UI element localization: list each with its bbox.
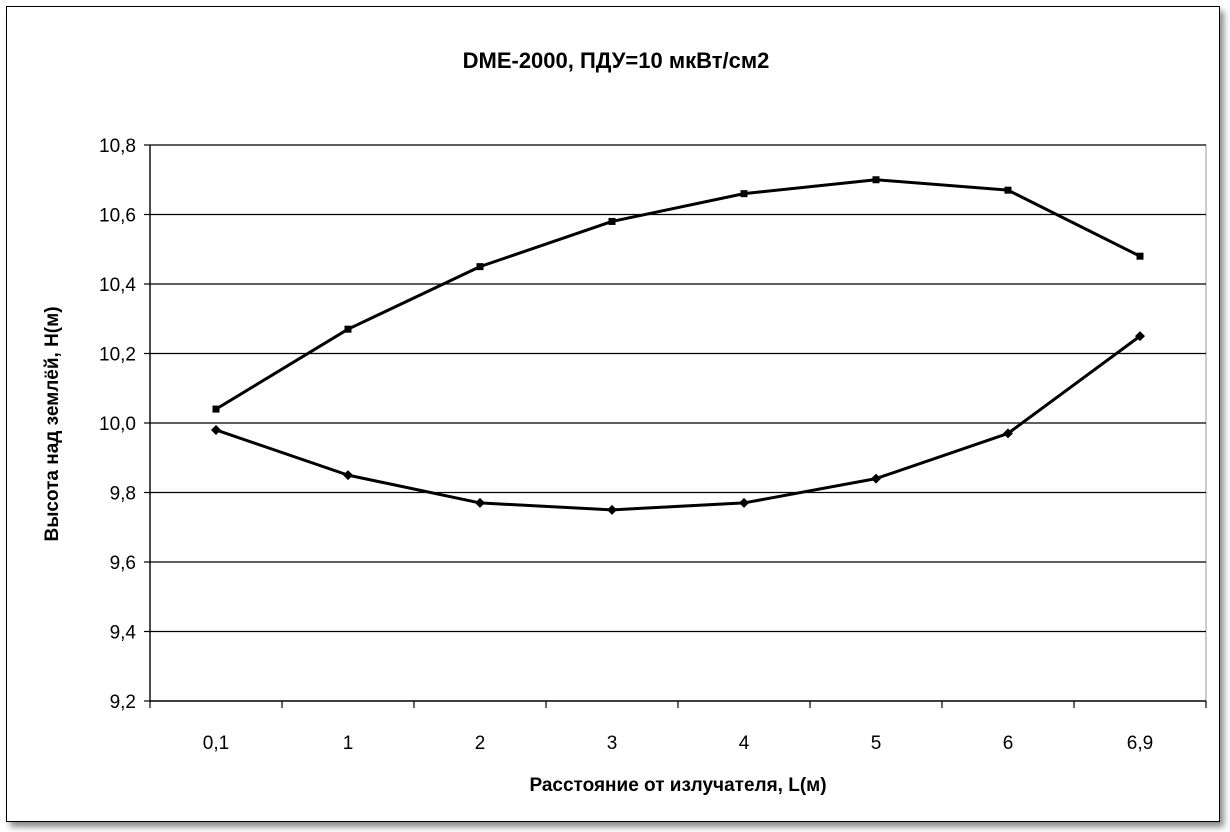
x-tick-label: 0,1	[203, 733, 229, 754]
data-point	[607, 504, 617, 515]
axes: 9,2 9,4 9,6 9,8 10,0 10,2 10,4 10,6 10,8 0,1 1 2 3 4 5…	[99, 136, 1207, 754]
y-tick-label: 9,8	[110, 484, 136, 505]
y-tick-label: 9,6	[110, 553, 136, 574]
y-tick-label: 10,4	[99, 275, 136, 296]
chart-frame	[6, 6, 1220, 822]
data-point	[212, 405, 220, 413]
data-point	[872, 176, 880, 184]
y-tick-label: 9,2	[110, 692, 136, 713]
x-tick-label: 4	[739, 733, 750, 754]
chart-title: DME-2000, ПДУ=10 мкВт/см2	[463, 48, 770, 73]
x-tick-label: 2	[475, 733, 486, 754]
data-point	[344, 325, 352, 333]
data-point	[1136, 252, 1144, 260]
x-tick-label: 6	[1003, 733, 1014, 754]
series-1	[212, 176, 1144, 413]
data-point	[740, 190, 748, 198]
series-line	[215, 334, 1141, 512]
y-tick-label: 10,6	[99, 206, 136, 227]
y-tick-label: 10,2	[99, 345, 136, 366]
data-point	[871, 473, 881, 484]
series-line	[215, 178, 1141, 411]
x-tick-label: 5	[871, 733, 882, 754]
x-tick-label: 6,9	[1127, 733, 1153, 754]
x-axis-title: Расстояние от излучателя, L(м)	[529, 775, 826, 796]
data-point	[343, 470, 353, 481]
y-tick-label: 10,8	[99, 136, 136, 157]
data-point	[1004, 186, 1012, 194]
gridlines	[149, 144, 1207, 702]
x-tick-label: 3	[607, 733, 618, 754]
data-point	[1003, 428, 1013, 439]
data-point	[739, 497, 749, 508]
y-tick-label: 9,4	[110, 623, 137, 644]
data-point	[476, 263, 484, 271]
data-point	[608, 217, 616, 225]
series-2	[211, 331, 1145, 515]
data-point	[211, 424, 221, 435]
x-tick-label: 1	[343, 733, 354, 754]
y-tick-label: 10,0	[99, 414, 136, 435]
series-group	[211, 176, 1145, 515]
y-axis-title: Высота над землёй, H(м)	[42, 306, 63, 541]
data-point	[1135, 331, 1145, 342]
data-point	[475, 497, 485, 508]
